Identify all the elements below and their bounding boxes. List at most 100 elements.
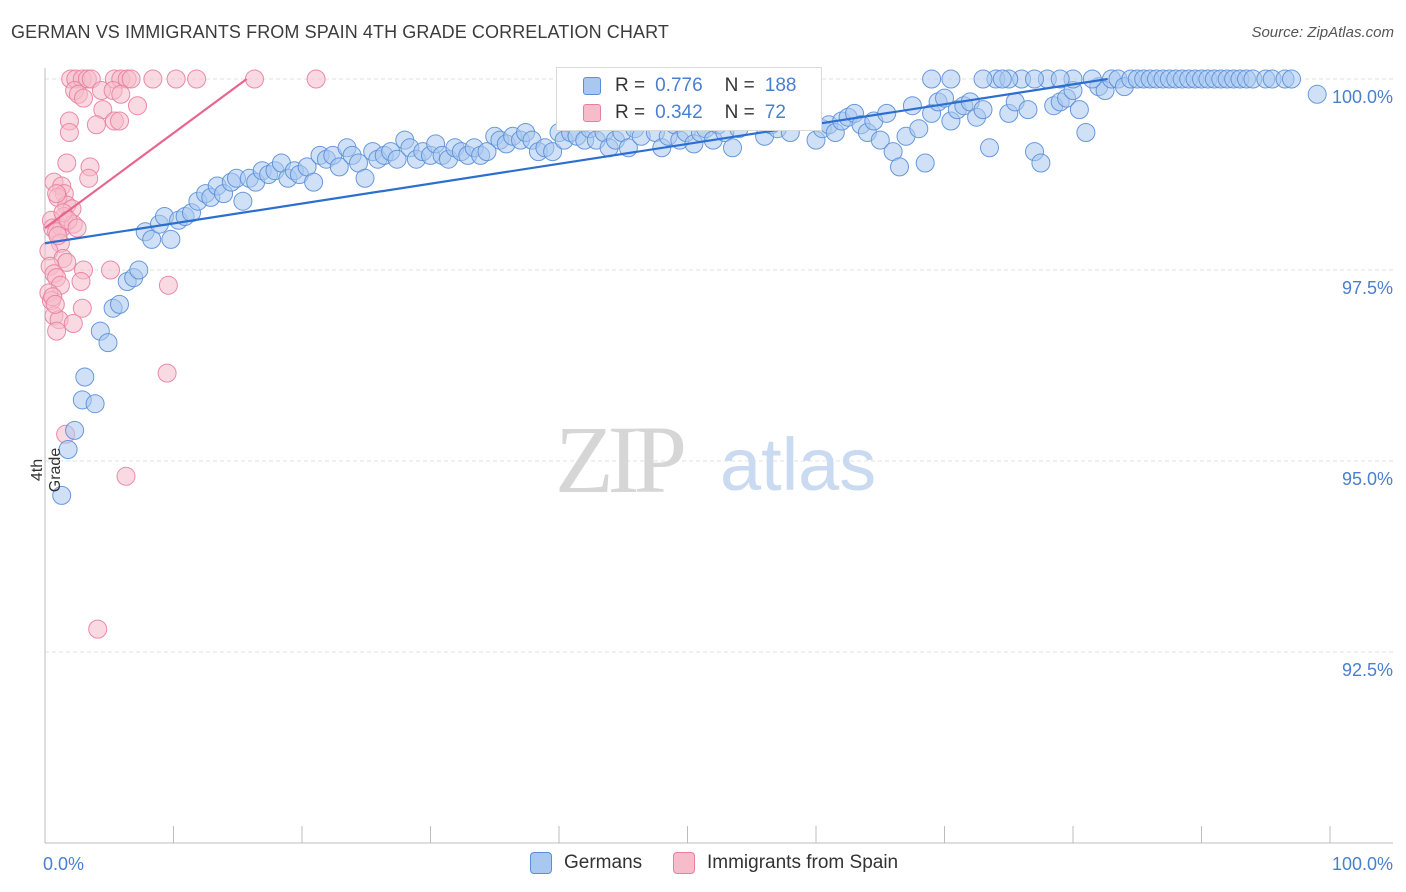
data-point	[1282, 69, 1301, 89]
data-point	[67, 218, 87, 238]
series-germans	[52, 69, 1327, 505]
data-point	[1069, 100, 1089, 120]
data-point	[870, 130, 890, 150]
legend-label-spain: Immigrants from Spain	[707, 852, 899, 873]
grid-lines	[45, 78, 1393, 653]
data-point	[166, 69, 186, 89]
data-point	[723, 138, 742, 158]
data-point	[158, 275, 178, 295]
data-point	[128, 96, 147, 116]
watermark-atlas: atlas	[720, 423, 876, 506]
data-point	[85, 394, 105, 414]
data-point	[902, 96, 922, 116]
data-point	[543, 142, 563, 162]
data-point	[71, 272, 91, 291]
data-point	[72, 298, 92, 318]
data-point	[121, 69, 141, 89]
x-tick-label: 0.0%	[43, 854, 84, 874]
data-point	[142, 229, 162, 249]
data-point	[157, 363, 177, 383]
data-point	[47, 321, 67, 341]
data-point	[1050, 69, 1070, 89]
data-point	[329, 157, 349, 177]
legend-label-germans: Germans	[564, 852, 643, 873]
data-point	[111, 84, 131, 104]
watermark: ZIP atlas	[555, 406, 876, 513]
data-point	[45, 294, 65, 314]
data-point	[233, 191, 253, 211]
data-point	[1018, 100, 1038, 120]
data-point	[47, 184, 67, 204]
y-axis-label: 4th Grade	[29, 447, 64, 493]
data-point	[306, 69, 326, 89]
trend-line-germans	[44, 77, 1108, 245]
legend-row-germans: R = 0.776 N = 188	[583, 74, 796, 98]
data-point	[245, 69, 264, 89]
data-point	[1082, 69, 1102, 89]
correlation-legend: R = 0.776 N = 188 R = 0.342 N = 72	[556, 67, 822, 131]
data-point	[110, 294, 129, 314]
data-point	[890, 157, 909, 177]
series-immigrants-from-spain	[39, 69, 326, 639]
trend-line-spain	[44, 78, 248, 229]
legend-n-value: 72	[764, 102, 786, 123]
legend-r-value: 0.776	[655, 75, 703, 96]
legend-swatch-blue	[530, 852, 552, 874]
y-tick-label: 100.0%	[1332, 87, 1393, 107]
axes	[44, 68, 1393, 844]
y-tick-label: 95.0%	[1342, 469, 1393, 489]
chart-title: GERMAN VS IMMIGRANTS FROM SPAIN 4TH GRAD…	[11, 22, 669, 42]
data-point	[304, 172, 324, 192]
data-point	[101, 260, 120, 280]
data-point	[1307, 84, 1327, 104]
legend-r-label: R =	[615, 102, 646, 123]
data-point	[98, 333, 118, 353]
data-point	[477, 142, 497, 162]
legend-swatch-pink	[673, 852, 695, 874]
data-point	[980, 138, 999, 158]
data-point	[52, 485, 72, 505]
data-point	[79, 168, 99, 188]
data-point	[187, 69, 207, 89]
data-point	[1025, 69, 1044, 89]
data-point	[161, 229, 181, 249]
tick-labels: 92.5% 95.0% 97.5% 100.0% 0.0% 100.0%	[43, 87, 1393, 874]
data-point	[75, 367, 95, 387]
legend-swatch-pink	[583, 104, 601, 122]
data-point	[65, 420, 85, 440]
data-point	[57, 153, 77, 173]
data-point	[973, 100, 993, 120]
data-point	[129, 260, 149, 280]
legend-row-spain: R = 0.342 N = 72	[583, 101, 786, 125]
series-legend: Germans Immigrants from Spain	[0, 852, 1406, 878]
legend-r-label: R =	[615, 75, 646, 96]
y-tick-label: 97.5%	[1342, 278, 1393, 298]
trend-lines	[44, 77, 1108, 245]
x-tick-label: 100.0%	[1332, 854, 1393, 874]
watermark-zip: ZIP	[555, 406, 684, 513]
data-point	[1076, 123, 1096, 142]
data-point	[74, 88, 93, 108]
legend-item-spain[interactable]: Immigrants from Spain	[673, 852, 898, 874]
data-point	[143, 69, 163, 89]
data-point	[88, 619, 108, 639]
data-point	[387, 149, 407, 169]
data-point	[915, 153, 935, 173]
data-point	[86, 115, 106, 135]
data-point	[116, 466, 136, 486]
legend-item-germans[interactable]: Germans	[530, 852, 642, 874]
y-tick-label: 92.5%	[1342, 660, 1393, 680]
data-point	[941, 69, 961, 89]
data-point	[59, 123, 79, 142]
data-point	[58, 440, 78, 459]
legend-n-value: 188	[764, 75, 797, 96]
data-point	[110, 111, 129, 131]
data-point	[973, 69, 993, 89]
legend-swatch-blue	[583, 77, 601, 95]
source-label: Source: ZipAtlas.com	[1251, 24, 1394, 41]
data-point	[63, 314, 83, 333]
data-point	[909, 119, 929, 139]
data-point	[922, 69, 942, 89]
data-point	[1031, 153, 1051, 173]
